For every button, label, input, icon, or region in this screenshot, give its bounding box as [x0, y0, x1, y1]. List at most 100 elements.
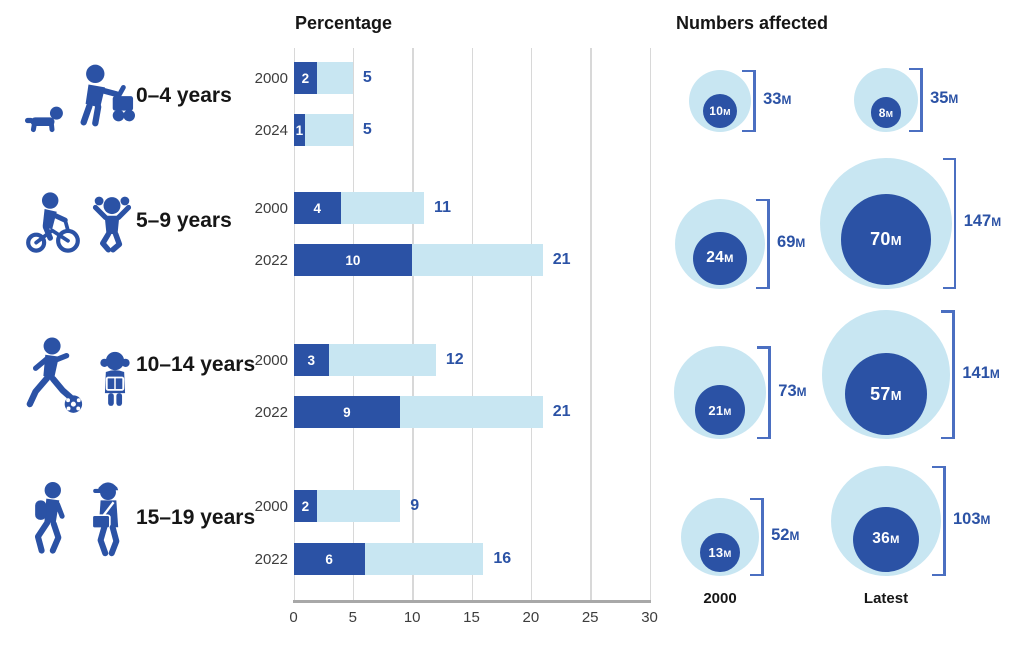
bubble-total-label: 33M: [763, 90, 791, 109]
bracket: [753, 69, 756, 132]
year-label: 2022: [254, 252, 288, 269]
bubble-total-value: 73: [778, 381, 797, 400]
bar-dark-value: 1: [295, 122, 304, 138]
bar-total-value: 21: [552, 403, 571, 420]
bracket: [761, 497, 764, 576]
bubble-total-label: 141M: [962, 364, 999, 383]
unit-suffix: M: [795, 235, 806, 250]
x-axis-line: [293, 600, 651, 603]
bubble-inner-circle: 36M: [853, 506, 919, 572]
bar-dark-segment: 4: [293, 192, 341, 224]
bar-dark-segment: 9: [293, 396, 401, 428]
bubble-inner-circle: 70M: [840, 194, 932, 285]
unit-suffix: M: [723, 406, 732, 417]
bracket-bottom-arm: [942, 286, 956, 289]
year-label: 2022: [254, 551, 288, 568]
x-axis-tick-30: 30: [641, 609, 658, 626]
unit-suffix: M: [948, 91, 959, 106]
bar-dark-value: 2: [301, 498, 310, 514]
bracket: [943, 465, 946, 576]
bracket-top-arm: [942, 157, 956, 161]
bubble-inner-circle: 13M: [700, 532, 740, 572]
unit-suffix: M: [989, 366, 1000, 381]
bar-dark-segment: 3: [293, 344, 330, 376]
bar-light-segment: [329, 344, 436, 376]
bracket-bottom-arm: [742, 129, 756, 132]
bar-row-0-4-2000: 2000 2 5: [0, 62, 1024, 94]
year-label: 2000: [254, 70, 288, 87]
age-group-icons-15-19: [24, 478, 138, 558]
bar-row-15-19-2000: 2000 2 9: [0, 490, 1024, 522]
bar-total-value: 9: [410, 497, 420, 514]
gridline: [352, 48, 355, 601]
bubble-inner-value: 21: [708, 402, 724, 418]
bubble-total-value: 147: [963, 212, 992, 231]
bracket-bottom-arm: [756, 286, 770, 289]
teen-backpack-icon: [34, 482, 65, 554]
age-group-icons-5-9: [24, 190, 138, 256]
bracket-bottom-arm: [757, 436, 771, 439]
bar-light-segment: [412, 244, 543, 276]
bubble-inner-value: 13: [708, 544, 724, 560]
bar-dark-segment: 1: [293, 114, 306, 146]
gridline: [590, 48, 592, 601]
x-axis-tick-25: 25: [581, 609, 599, 626]
bracket-top-arm: [756, 198, 770, 202]
gridline: [412, 48, 414, 601]
bar-total-value: 5: [362, 121, 372, 138]
unit-suffix: M: [890, 534, 900, 547]
bubble-inner-value: 10: [709, 103, 724, 118]
bracket: [952, 310, 955, 439]
column-label-latest: Latest: [863, 590, 909, 607]
unit-suffix: M: [885, 108, 894, 119]
unit-suffix: M: [796, 384, 807, 399]
x-axis-tick-5: 5: [348, 609, 357, 626]
unit-suffix: M: [890, 233, 902, 249]
age-group-icons-0-4: [24, 64, 138, 136]
bracket: [768, 346, 771, 439]
age-group-label-5-9: 5–9 years: [136, 209, 232, 232]
unit-suffix: M: [991, 215, 1002, 230]
bracket-top-arm: [909, 67, 923, 71]
bubble-inner-value: 57: [870, 383, 891, 404]
bubble-total-label: 103M: [953, 510, 990, 529]
bar-light-segment: [400, 396, 543, 428]
gridline: [649, 48, 652, 601]
bracket-top-arm: [742, 69, 756, 73]
bubble-total-value: 103: [953, 509, 981, 528]
bar-row-5-9-2000: 2000 4 11: [0, 192, 1024, 224]
child-football-icon: [26, 337, 83, 413]
bubble-total-label: 73M: [778, 382, 806, 401]
child-jumping-icon: [92, 196, 132, 253]
bar-dark-value: 3: [307, 352, 316, 368]
x-axis-tick-0: 0: [289, 609, 298, 626]
x-axis-tick-10: 10: [403, 609, 421, 626]
bubble-inner-circle: 24M: [693, 231, 747, 285]
bracket-top-arm: [941, 310, 955, 313]
bubble-total-label: 147M: [964, 212, 1001, 231]
bar-dark-segment: 2: [293, 490, 318, 522]
bar-dark-segment: 10: [293, 244, 413, 276]
bar-total-value: 21: [552, 251, 571, 268]
age-group-label-10-14: 10–14 years: [136, 353, 256, 376]
bubble-total-value: 52: [771, 525, 790, 544]
bar-row-5-9-2022: 2022 10 21: [0, 244, 1024, 276]
unit-suffix: M: [789, 528, 800, 543]
unit-suffix: M: [980, 512, 991, 527]
bubble-inner-value: 70: [870, 229, 891, 250]
bar-total-value: 5: [362, 69, 372, 86]
bubble-inner-circle: 8M: [870, 97, 902, 128]
bar-row-15-19-2022: 2022 6 16: [0, 543, 1024, 575]
bubble-inner-value: 8: [878, 105, 886, 120]
bracket-bottom-arm: [932, 573, 945, 576]
bar-row-10-14-2000: 2000 3 12: [0, 344, 1024, 376]
unit-suffix: M: [723, 548, 732, 559]
bar-dark-value: 9: [343, 404, 351, 420]
toddler-push-walker-icon: [80, 64, 135, 127]
bracket: [920, 67, 923, 132]
bubble-inner-circle: 21M: [695, 385, 745, 435]
bracket-top-arm: [932, 465, 945, 469]
bar-row-0-4-2024: 2024 1 5: [0, 114, 1024, 146]
bubble-inner-circle: 57M: [845, 353, 927, 435]
